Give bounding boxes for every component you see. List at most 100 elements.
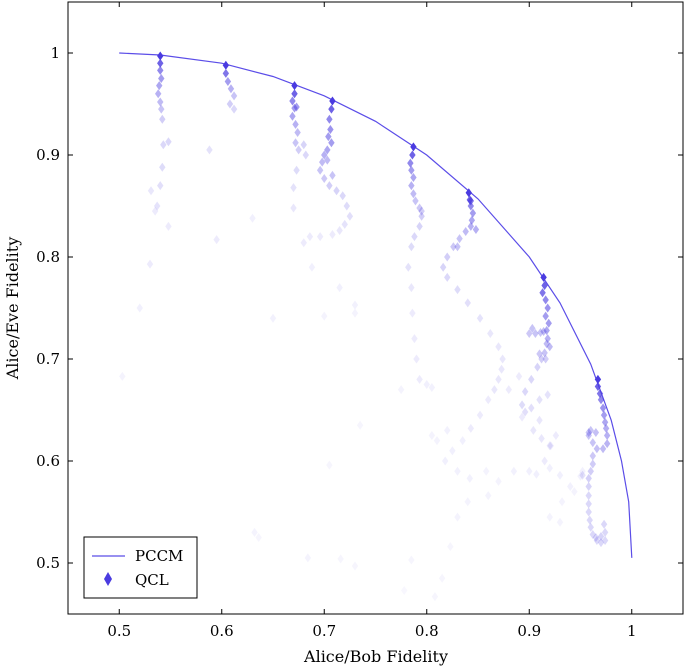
qcl-point: [505, 385, 512, 395]
qcl-point: [151, 206, 159, 216]
series-layer: [119, 51, 633, 602]
qcl-point: [407, 158, 414, 168]
qcl-point: [249, 213, 256, 223]
qcl-point: [449, 446, 456, 456]
qcl-point: [601, 527, 609, 537]
qcl-point: [546, 342, 553, 352]
qcl-point: [476, 410, 484, 420]
qcl-point: [293, 165, 300, 175]
qcl-point: [431, 592, 439, 602]
qcl-point: [433, 436, 441, 446]
qcl-point: [292, 138, 299, 148]
qcl-point: [450, 242, 457, 252]
qcl-point: [206, 145, 213, 155]
qcl-point: [290, 203, 297, 213]
qcl-point: [321, 173, 328, 183]
qcl-point: [308, 262, 316, 272]
qcl-point: [413, 354, 420, 364]
qcl-point: [533, 469, 540, 479]
qcl-point: [333, 186, 340, 196]
qcl-point: [547, 441, 554, 451]
qcl-point: [529, 323, 536, 333]
qcl-point: [485, 395, 492, 405]
qcl-point: [464, 497, 471, 507]
qcl-point: [269, 313, 277, 323]
qcl-point: [351, 308, 359, 318]
y-tick-label: 1: [50, 44, 60, 62]
qcl-point: [158, 104, 165, 114]
qcl-point: [408, 165, 415, 175]
qcl-point: [329, 96, 336, 106]
qcl-point: [546, 463, 553, 473]
qcl-point: [328, 138, 335, 148]
qcl-point: [255, 533, 262, 542]
y-axis-title: Alice/Eve Fidelity: [3, 237, 22, 381]
qcl-point: [541, 348, 548, 358]
qcl-point: [444, 425, 451, 435]
qcl-point: [526, 466, 533, 476]
qcl-point: [325, 132, 332, 142]
qcl-point: [291, 81, 298, 91]
qcl-point: [444, 272, 451, 282]
qcl-point: [530, 425, 537, 435]
qcl-point: [306, 232, 314, 242]
qcl-point: [251, 527, 258, 537]
qcl-point: [292, 119, 299, 129]
qcl-point: [336, 225, 343, 235]
qcl-point: [326, 181, 333, 191]
qcl-point: [291, 89, 298, 99]
qcl-point: [321, 311, 328, 321]
qcl-point: [592, 427, 600, 437]
legend-pccm-label: PCCM: [135, 547, 183, 565]
qcl-point: [483, 466, 490, 476]
qcl-point: [495, 476, 502, 486]
qcl-point: [411, 334, 418, 344]
qcl-point: [467, 201, 475, 211]
qcl-point: [153, 201, 161, 211]
qcl-point: [157, 58, 164, 68]
qcl-point: [428, 431, 436, 440]
qcl-point: [528, 403, 535, 413]
qcl-point: [592, 533, 600, 542]
qcl-point: [485, 491, 492, 501]
qcl-point: [454, 242, 461, 252]
qcl-point: [542, 311, 549, 321]
qcl-point: [510, 466, 518, 476]
qcl-point: [599, 444, 607, 454]
qcl-point: [515, 371, 523, 381]
qcl-point: [540, 326, 547, 336]
qcl-point: [534, 362, 541, 372]
qcl-point: [585, 507, 592, 517]
qcl-point: [136, 303, 143, 313]
qcl-point: [594, 374, 602, 384]
legend-box: [83, 536, 198, 599]
qcl-point: [423, 380, 430, 389]
qcl-point: [428, 383, 436, 393]
x-tick-label: 1: [627, 622, 637, 640]
y-tick-label: 0.9: [36, 146, 60, 164]
qcl-point: [408, 242, 415, 252]
qcl-point: [459, 436, 466, 446]
x-tick-label: 0.8: [415, 622, 439, 640]
qcl-point: [487, 329, 494, 338]
qcl-point: [328, 104, 335, 114]
qcl-point: [603, 431, 611, 440]
qcl-point: [537, 327, 544, 337]
qcl-point: [571, 487, 578, 497]
qcl-point: [409, 308, 416, 318]
qcl-point: [597, 531, 605, 541]
qcl-point: [316, 232, 324, 242]
y-tick-label: 0.5: [36, 554, 60, 572]
qcl-point: [324, 145, 331, 155]
qcl-point: [541, 281, 548, 291]
qcl-point: [542, 354, 549, 364]
qcl-point: [518, 412, 526, 422]
qcl-point: [351, 300, 359, 310]
qcl-point: [213, 235, 220, 245]
qcl-point: [447, 542, 454, 552]
qcl-point: [594, 382, 602, 392]
qcl-point: [466, 473, 473, 483]
qcl-point: [546, 512, 553, 522]
qcl-point: [536, 349, 543, 359]
qcl-point: [158, 74, 165, 83]
